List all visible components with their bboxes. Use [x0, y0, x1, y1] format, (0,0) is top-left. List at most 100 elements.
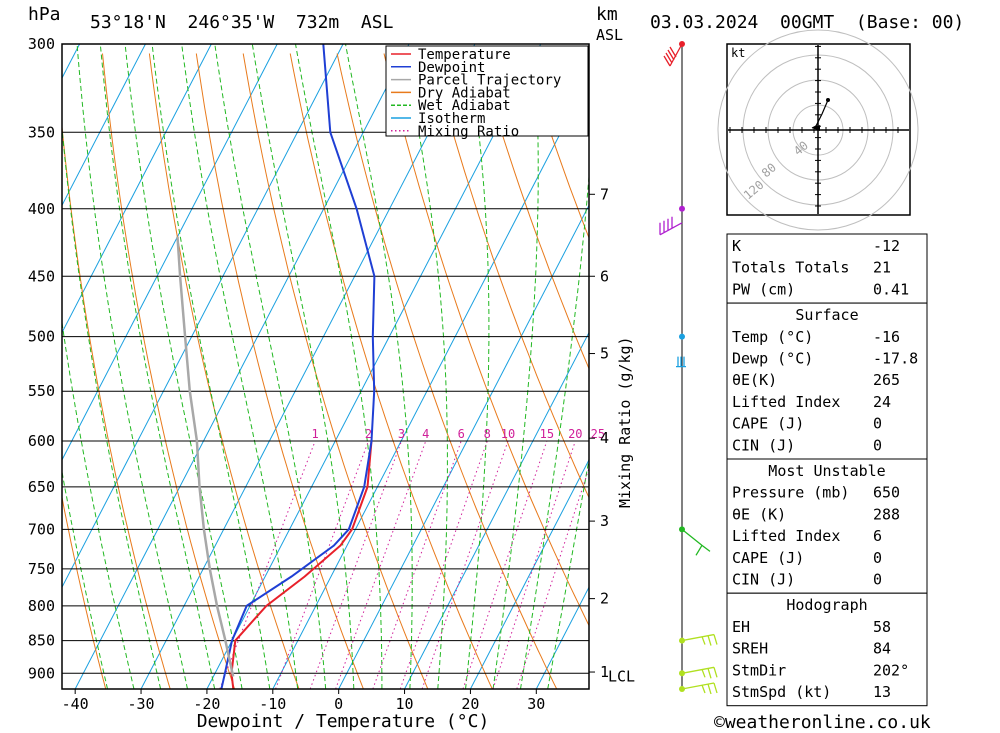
temperature-ticks: -40 -30 -20 -10 0 10 20 30	[62, 689, 545, 713]
mixing-ratio-tick-label: 20	[568, 427, 582, 441]
isotherm-line	[140, 44, 476, 689]
indices-label: Lifted Index	[732, 527, 840, 545]
dry-adiabat-line	[477, 53, 589, 370]
wet-adiabat-line	[402, 44, 448, 689]
pressure-tick-label: 550	[28, 382, 55, 400]
wind-barb-icon	[681, 666, 718, 679]
hodograph-indices-title: Hodograph	[786, 596, 867, 614]
dry-adiabat-line	[148, 53, 300, 689]
indices-label: CIN (J)	[732, 571, 795, 589]
indices-value: 202°	[873, 661, 909, 679]
indices-value: 0	[873, 415, 882, 433]
mixing-ratio-tick-label: 8	[484, 427, 491, 441]
mixing-ratio-line	[335, 440, 427, 689]
dry-adiabat-line	[62, 494, 107, 689]
mixing-ratio-tick-label: 25	[591, 427, 605, 441]
wind-barb-shape	[676, 356, 686, 368]
isotherm-line	[404, 331, 589, 689]
indices-label: Totals Totals	[732, 259, 849, 277]
wind-barb-icon	[659, 216, 683, 236]
altitude-tick-label: 2	[600, 590, 609, 608]
altitude-tick-label: 1	[600, 663, 609, 681]
wet-adiabat-line	[465, 44, 490, 689]
pressure-tick-label: 600	[28, 432, 55, 450]
hodograph-point	[826, 98, 830, 102]
wind-barb-shape	[681, 528, 711, 556]
temperature-tick-label: 10	[396, 695, 414, 713]
wind-barb-icon	[681, 633, 718, 646]
surface-indices-title: Surface	[795, 306, 858, 324]
legend-label: Mixing Ratio	[418, 124, 519, 140]
indices-value: 58	[873, 618, 891, 636]
indices-label: StmDir	[732, 661, 786, 679]
indices-value: 13	[873, 683, 891, 701]
wet-adiabat-line	[492, 44, 539, 689]
dry-adiabat-line	[242, 53, 429, 689]
mixing-ratio-line	[372, 440, 462, 689]
storm-motion-marker	[812, 125, 820, 131]
pressure-tick-label: 650	[28, 478, 55, 496]
dry-adiabat-line	[336, 53, 558, 689]
isotherm-line	[62, 44, 212, 334]
mixing-ratio-tick-label: 3	[398, 427, 405, 441]
mixing-ratio-line	[275, 440, 369, 689]
indices-label: Dewp (°C)	[732, 350, 813, 368]
indices-label: CAPE (J)	[732, 549, 804, 567]
isotherm-line	[62, 44, 344, 589]
wind-level-dot	[679, 333, 685, 340]
indices-value: -16	[873, 328, 900, 346]
indices-value: 84	[873, 640, 891, 658]
wet-adiabat-line	[124, 44, 243, 689]
mixing-ratio-line	[492, 440, 576, 689]
pressure-unit-label: hPa	[28, 4, 61, 25]
indices-label: θE (K)	[732, 505, 786, 523]
dry-adiabat-line	[524, 53, 589, 240]
pressure-tick-label: 500	[28, 328, 55, 346]
hodograph-unit-label: kt	[731, 46, 745, 60]
wet-adiabat-line	[251, 44, 355, 689]
x-axis-label: Dewpoint / Temperature (°C)	[197, 711, 490, 732]
pressure-ticks: 300 350 400 450 500 550 600 650 700 750 800 850 900	[28, 35, 55, 682]
indices-label: StmSpd (kt)	[732, 683, 831, 701]
isotherm-line	[62, 44, 278, 461]
mixing-ratio-labels: 1 2 3 4 6 8 10 15 20 25	[312, 427, 606, 441]
wind-barb-icon	[676, 356, 686, 368]
wind-barb-shape	[681, 666, 718, 679]
legend-label: Isotherm	[418, 111, 485, 127]
indices-value: 21	[873, 259, 891, 277]
mixing-ratio-line	[421, 440, 509, 689]
indices-value: 265	[873, 371, 900, 389]
temperature-tick-label: -40	[62, 695, 89, 713]
dry-adiabat-line	[289, 53, 493, 689]
altitude-tick-label: 4	[600, 429, 609, 447]
dry-adiabat-line	[383, 53, 589, 627]
pressure-tick-label: 800	[28, 597, 55, 615]
pressure-tick-label: 850	[28, 632, 55, 650]
series-line-dewpoint	[220, 44, 376, 689]
indices-value: -12	[873, 237, 900, 255]
mixing-ratio-tick-label: 6	[458, 427, 465, 441]
wet-adiabat-line	[62, 319, 135, 689]
profile-series	[176, 44, 376, 689]
wind-level-dot	[679, 205, 685, 212]
wet-adiabat-line	[151, 44, 271, 689]
hodograph-ring	[717, 29, 919, 231]
indices-value: 650	[873, 484, 900, 502]
pressure-tick-label: 900	[28, 664, 55, 682]
indices-value: 0	[873, 549, 882, 567]
indices-label: PW (cm)	[732, 280, 795, 298]
legend-label: Temperature	[418, 47, 511, 63]
km-unit-label: km	[596, 4, 618, 25]
wind-profile	[659, 41, 718, 695]
wet-adiabat-line	[76, 44, 188, 689]
wet-adiabat-line	[520, 170, 589, 689]
mixing-ratio-line	[516, 466, 589, 689]
indices-label: Pressure (mb)	[732, 484, 849, 502]
wind-barb-shape	[681, 682, 718, 695]
indices-table: K -12 Totals Totals 21 PW (cm) 0.41 Surface Tem…	[726, 233, 928, 707]
isotherm-line	[272, 76, 589, 689]
indices-value: 288	[873, 505, 900, 523]
isotherm-line	[0, 44, 14, 689]
